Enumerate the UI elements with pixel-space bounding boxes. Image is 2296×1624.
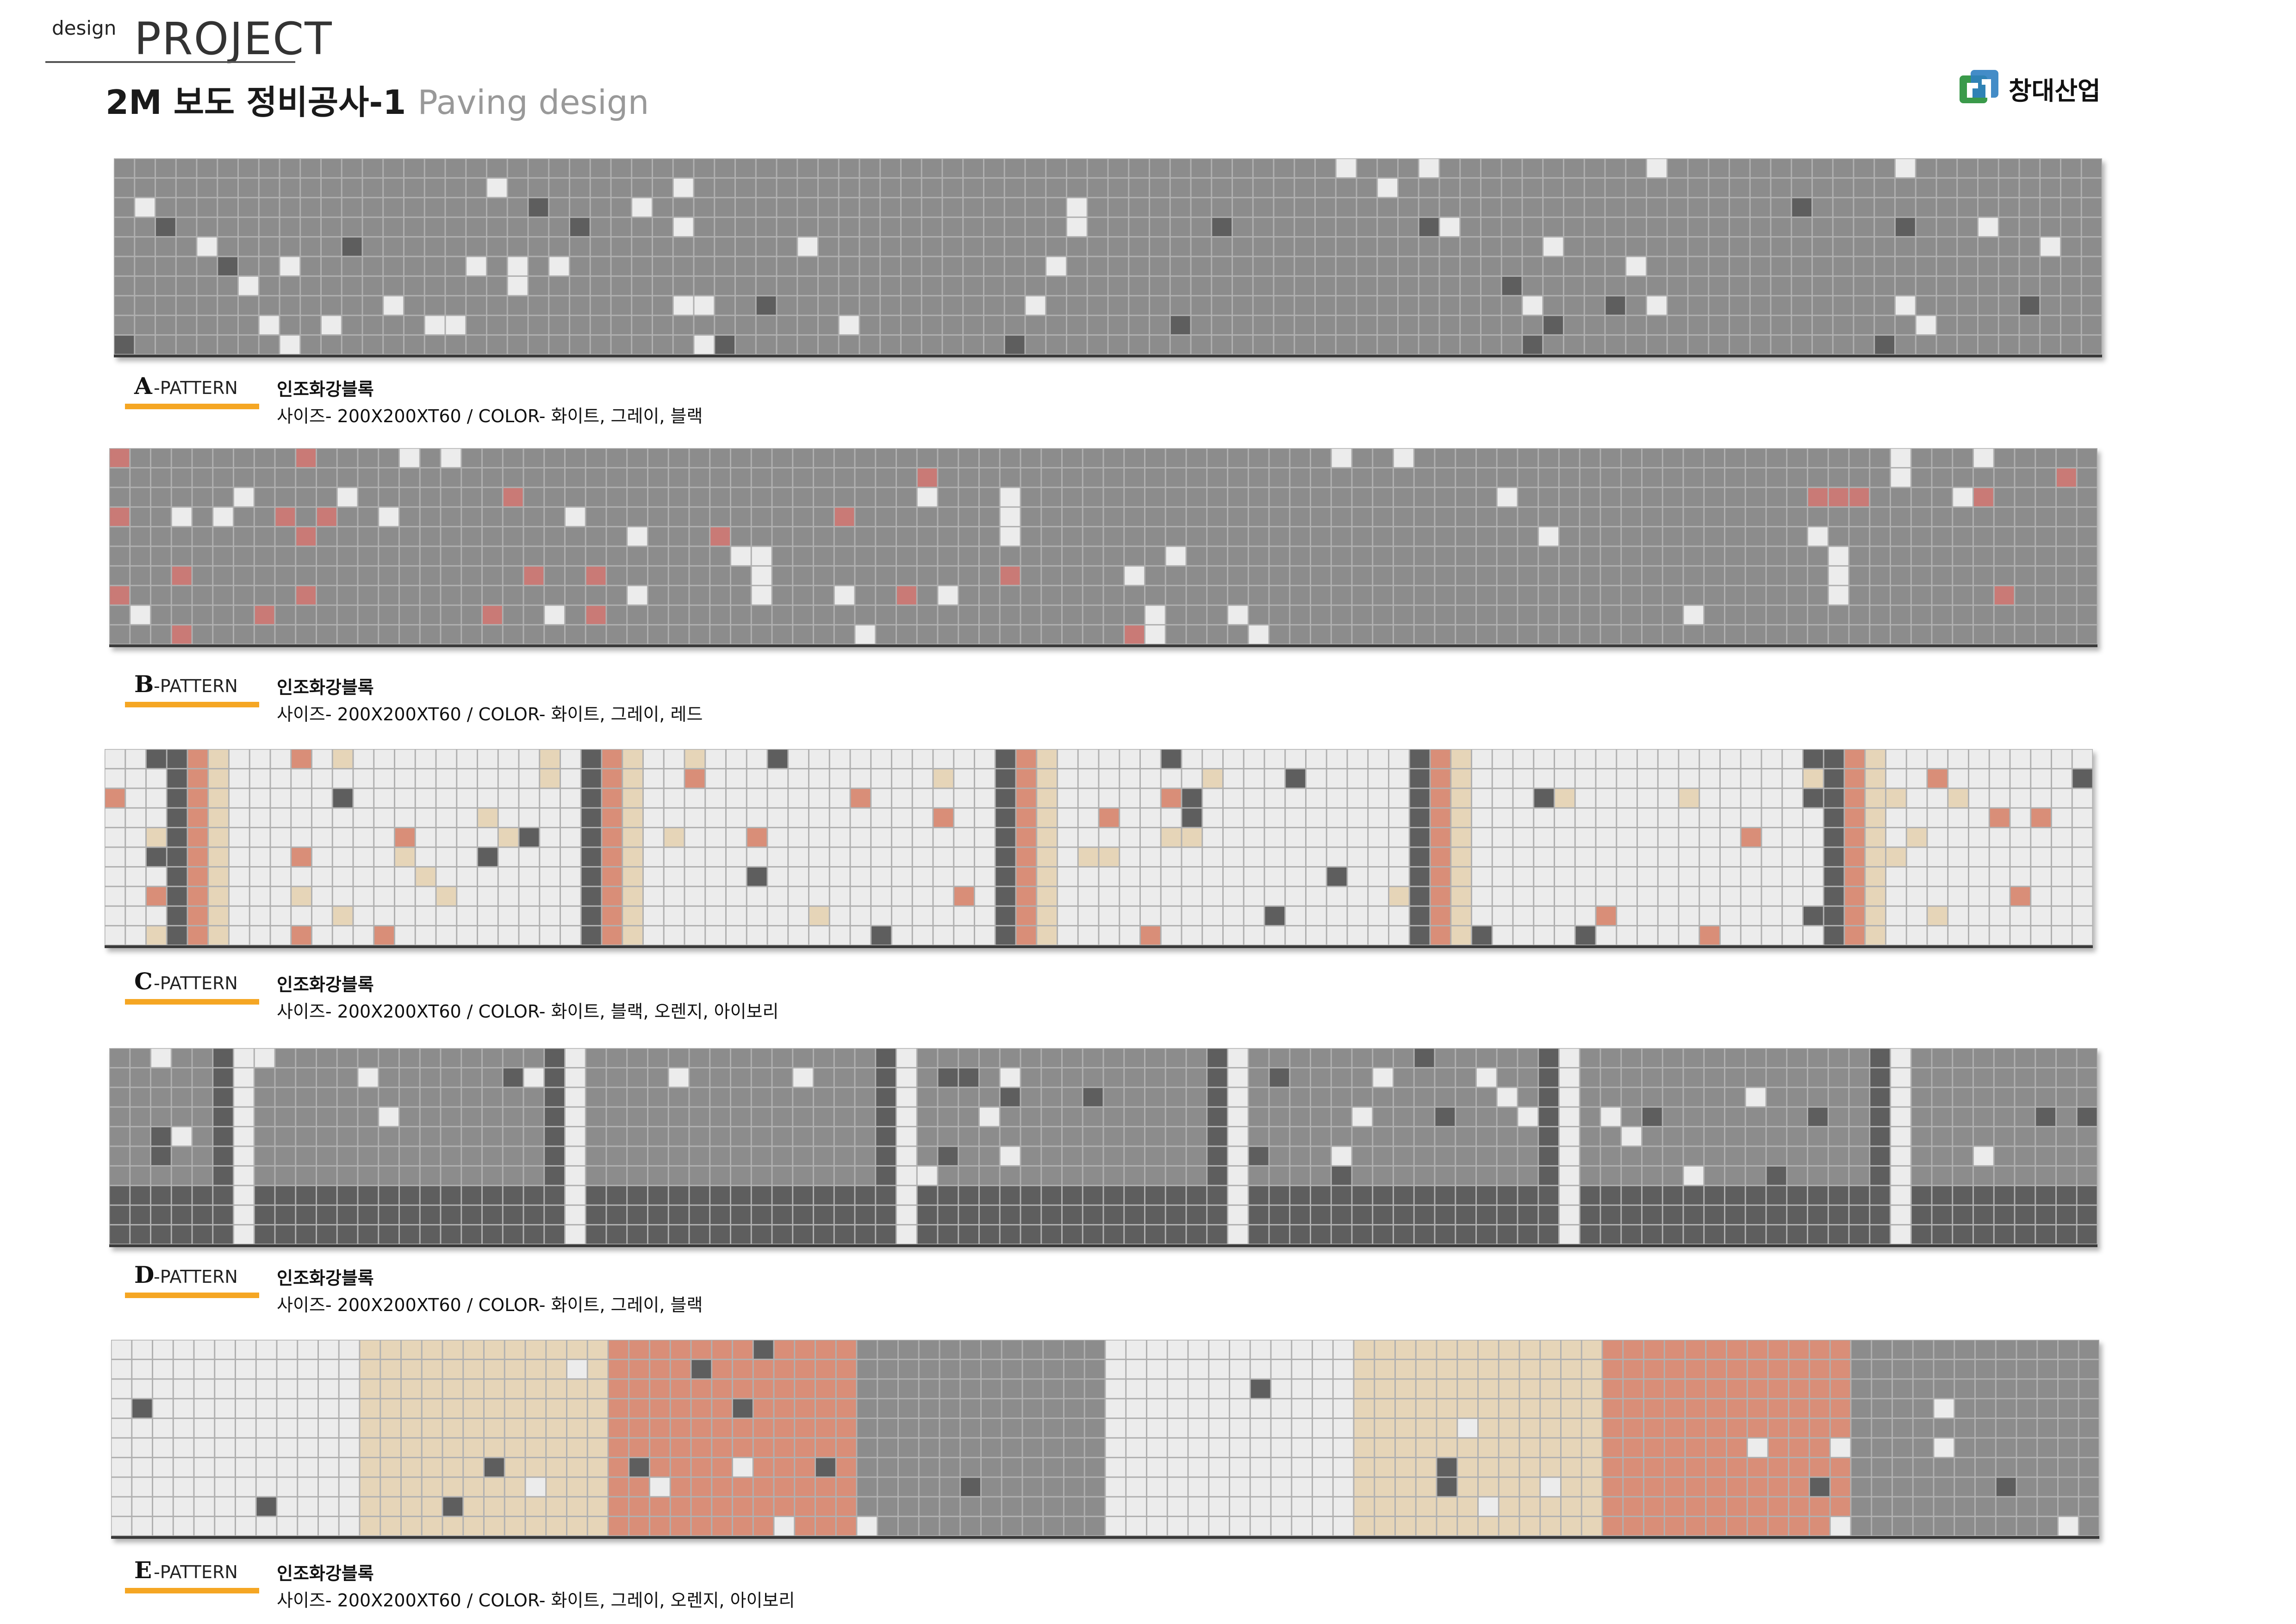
paving-pattern-d <box>109 1048 2097 1247</box>
pattern-b-suffix: -PATTERN <box>154 676 238 696</box>
company-name: 창대산업 <box>2009 76 2101 106</box>
pattern-b-material: 인조화강블록 <box>277 677 374 698</box>
pattern-b-underline <box>125 702 259 707</box>
pattern-e-spec: 사이즈- 200X200XT60 / COLOR- 화이트, 그레이, 오렌지,… <box>277 1590 795 1611</box>
pattern-d-underline <box>125 1293 259 1298</box>
page-title-main: 2M 보도 정비공사-1 <box>106 83 406 122</box>
company-logo-icon <box>1960 70 1998 103</box>
pattern-d-suffix: -PATTERN <box>154 1267 238 1287</box>
pattern-b-spec: 사이즈- 200X200XT60 / COLOR- 화이트, 그레이, 레드 <box>277 704 703 725</box>
brand-big-text: PROJECT <box>134 13 333 65</box>
pattern-e-suffix: -PATTERN <box>154 1562 238 1582</box>
paving-pattern-a <box>114 158 2102 357</box>
pattern-e-underline <box>125 1588 259 1593</box>
pattern-a-material: 인조화강블록 <box>277 379 374 400</box>
pattern-a-suffix: -PATTERN <box>154 378 238 398</box>
pattern-e-letter: E <box>134 1556 152 1584</box>
pattern-c-spec: 사이즈- 200X200XT60 / COLOR- 화이트, 블랙, 오렌지, … <box>277 1001 779 1022</box>
pattern-a-underline <box>125 404 259 409</box>
pattern-d-letter: D <box>134 1261 155 1288</box>
brand-underline <box>45 61 295 63</box>
page-title-accent: Paving design <box>417 83 649 122</box>
pattern-d-spec: 사이즈- 200X200XT60 / COLOR- 화이트, 그레이, 블랙 <box>277 1295 703 1315</box>
pattern-c-material: 인조화강블록 <box>277 974 374 995</box>
pattern-b-letter: B <box>134 670 154 698</box>
paving-pattern-b <box>109 448 2097 647</box>
page-title: 2M 보도 정비공사-1 Paving design <box>106 75 649 124</box>
paving-pattern-c <box>105 749 2093 948</box>
company-logo: 창대산업 <box>1958 68 2101 109</box>
pattern-a-spec: 사이즈- 200X200XT60 / COLOR- 화이트, 그레이, 블랙 <box>277 406 703 426</box>
pattern-c-underline <box>125 999 259 1005</box>
pattern-c-suffix: -PATTERN <box>154 973 238 993</box>
pattern-a-letter: A <box>134 372 152 400</box>
brand-small-text: design <box>52 17 117 39</box>
pattern-d-material: 인조화강블록 <box>277 1268 374 1288</box>
pattern-c-letter: C <box>134 968 153 995</box>
paving-pattern-e <box>111 1340 2099 1539</box>
pattern-e-material: 인조화강블록 <box>277 1563 374 1584</box>
